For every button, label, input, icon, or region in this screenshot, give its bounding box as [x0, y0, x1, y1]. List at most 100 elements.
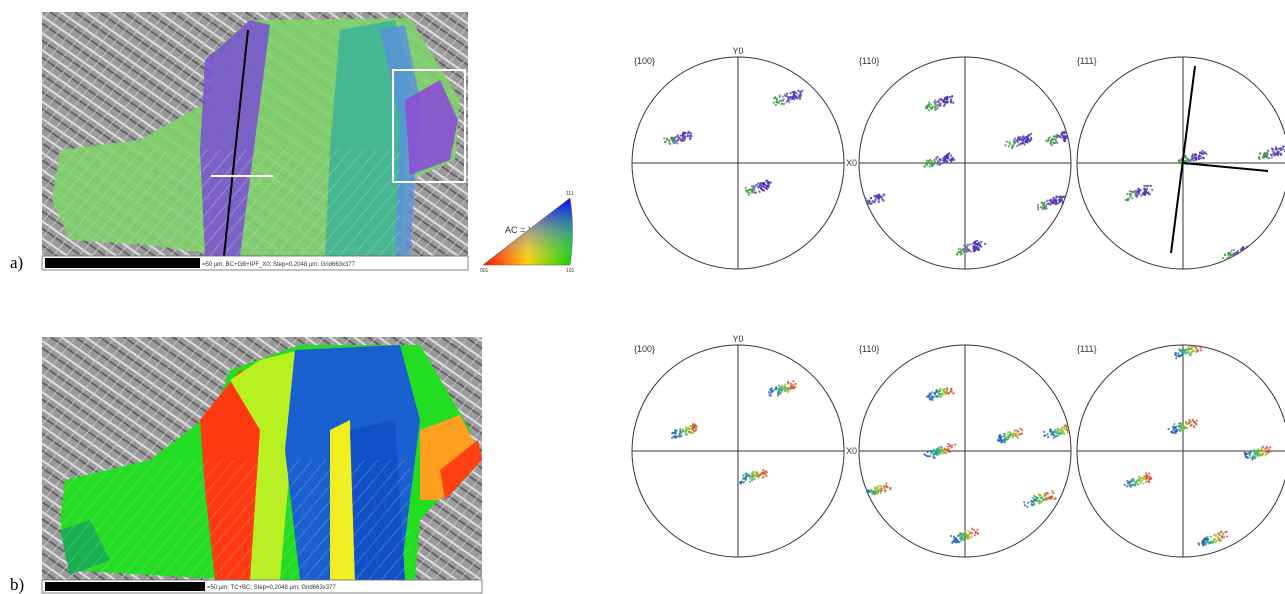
pole-point — [1023, 140, 1027, 143]
pole-point — [936, 160, 940, 163]
pole-point — [1212, 539, 1215, 542]
pole-point — [1054, 197, 1057, 200]
pole-point — [1054, 435, 1057, 438]
map-a — [42, 12, 468, 256]
pole-point — [748, 480, 752, 483]
pole-point — [1179, 422, 1182, 425]
pole-point — [926, 395, 929, 398]
pole-point — [1046, 492, 1049, 495]
pole-point — [945, 96, 949, 99]
pole-point — [1236, 250, 1239, 253]
pole-point — [1143, 189, 1147, 192]
pole-point — [1044, 498, 1047, 501]
pole-point — [1266, 446, 1269, 450]
pole-point — [1051, 490, 1054, 493]
pole-point — [1212, 537, 1215, 540]
pole-point — [773, 388, 776, 391]
pole-point — [1139, 482, 1142, 485]
pole-point — [958, 534, 961, 537]
pole-point — [937, 395, 941, 398]
pole-point — [1063, 140, 1066, 143]
pole-point — [959, 536, 963, 539]
pole-point — [682, 136, 685, 139]
pole-point — [1167, 428, 1170, 431]
pole-point — [1204, 542, 1207, 546]
pole-point — [1026, 141, 1029, 144]
pole-point — [1147, 184, 1150, 187]
pole-point — [1047, 138, 1050, 142]
pole-point — [1258, 157, 1261, 160]
pole-point — [782, 102, 786, 106]
pole-point — [1261, 450, 1264, 453]
pole-point — [689, 425, 693, 428]
pole-point — [948, 152, 951, 155]
pole-point — [1178, 354, 1182, 357]
pole-point — [1277, 150, 1280, 153]
pole-point — [1184, 351, 1187, 354]
panel-label: b) — [10, 575, 24, 594]
pole-point — [946, 449, 949, 452]
pole-figure-label: {111} — [1077, 56, 1097, 66]
pole-point — [1270, 156, 1273, 159]
pole-point — [1210, 540, 1213, 543]
pole-point — [962, 248, 965, 251]
pole-point — [951, 444, 954, 447]
pole-point — [1030, 136, 1033, 139]
pole-point — [751, 477, 754, 480]
pole-point — [784, 389, 788, 392]
pole-point — [1030, 132, 1033, 135]
pole-point — [923, 165, 926, 168]
pole-point — [952, 392, 955, 395]
pole-point — [762, 472, 765, 475]
pole-point — [1053, 199, 1056, 202]
pole-point — [1192, 425, 1196, 428]
pole-point — [1050, 202, 1053, 205]
pole-point — [1192, 420, 1195, 423]
pole-point — [1191, 158, 1194, 161]
pole-point — [1052, 433, 1055, 436]
pole-point — [939, 393, 942, 396]
pole-point — [1049, 142, 1052, 145]
pole-point — [1143, 184, 1146, 187]
pole-point — [943, 155, 946, 158]
pole-point — [950, 388, 953, 391]
pole-point — [1174, 431, 1177, 434]
pole-point — [754, 184, 757, 187]
pole-point — [1180, 353, 1183, 356]
pole-point — [1280, 147, 1283, 150]
pole-point — [928, 101, 931, 104]
pole-point — [948, 95, 951, 99]
pole-point — [877, 485, 880, 488]
pole-point — [870, 202, 873, 205]
pole-point — [1050, 432, 1053, 435]
pole-point — [978, 244, 982, 247]
pole-point — [939, 449, 942, 452]
pole-point — [769, 394, 772, 397]
pole-point — [1037, 493, 1040, 497]
pole-point — [873, 195, 876, 198]
pole-point — [1043, 495, 1046, 498]
pole-point — [1193, 345, 1196, 348]
pole-point — [1223, 536, 1226, 539]
pole-point — [1017, 433, 1020, 436]
pole-point — [925, 163, 928, 166]
pole-point — [1041, 206, 1044, 209]
pole-point — [1263, 155, 1267, 158]
pole-point — [1147, 480, 1151, 483]
pole-point — [941, 452, 944, 455]
pole-point — [752, 473, 755, 476]
pole-point — [675, 436, 678, 439]
pole-point — [1138, 475, 1141, 478]
pole-point — [1149, 184, 1152, 187]
pole-point — [1222, 533, 1225, 536]
pole-point — [965, 535, 968, 538]
pole-point — [1037, 208, 1040, 211]
pole-point — [1036, 206, 1040, 209]
pole-point — [976, 528, 979, 531]
pole-point — [766, 181, 769, 184]
pole-point — [781, 95, 784, 98]
pole-point — [1269, 450, 1272, 453]
pole-point — [793, 98, 796, 101]
pole-point — [1172, 431, 1175, 434]
pole-point — [1173, 422, 1176, 426]
